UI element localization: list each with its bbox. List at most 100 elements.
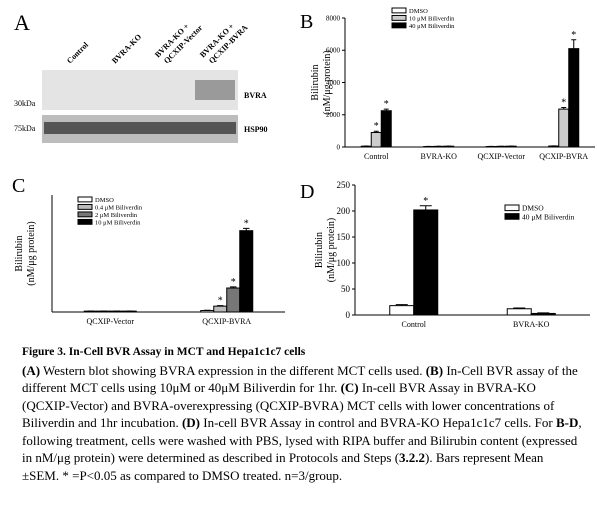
significance: *: [374, 121, 379, 132]
legend-swatch: [504, 204, 520, 212]
caption-run: , following treatment, cells were washed…: [22, 415, 582, 465]
significance: *: [561, 97, 566, 108]
legend-label: DMSO: [409, 8, 428, 15]
marker-label: 75kDa: [14, 124, 36, 133]
significance: *: [218, 296, 223, 307]
legend-label: DMSO: [522, 204, 544, 213]
caption-run: (D): [181, 415, 200, 430]
y-axis-label: Bilirubin: [310, 64, 321, 100]
legend-swatch: [77, 203, 93, 210]
legend-swatch: [391, 14, 407, 21]
bar: [506, 308, 532, 316]
significance: *: [231, 277, 236, 288]
caption-run: In-cell BVR Assay in BVRA-KO (QCXIP-Vect…: [22, 380, 555, 430]
x-tick-label: QCXIP-BVRA: [202, 317, 251, 326]
x-tick-label: BVRA-KO: [513, 320, 550, 329]
error-bar: [230, 286, 237, 289]
panel-label: B: [300, 11, 313, 33]
error-bar: [537, 312, 550, 314]
x-tick-label: QCXIP-BVRA: [539, 152, 588, 161]
figure: A Control BVRA-KO BVRA-KO + QCXIP-Vector…: [12, 7, 595, 329]
caption-run: (A): [22, 362, 41, 378]
band: [195, 80, 235, 100]
legend-label: 40 μM Biliverdin: [522, 212, 575, 221]
legend-swatch: [77, 211, 93, 218]
y-tick-label: 100: [337, 258, 351, 268]
bar: [380, 110, 392, 148]
significance: *: [423, 196, 428, 207]
y-axis-label: Bilirubin: [14, 235, 25, 271]
panel-label: A: [14, 10, 30, 35]
y-tick-label: 50: [341, 284, 351, 294]
error-bar: [243, 227, 250, 231]
y-tick-label: 150: [337, 232, 351, 242]
bar: [239, 230, 254, 313]
error-bar: [419, 205, 432, 210]
bar: [389, 305, 415, 316]
error-bar: [217, 305, 224, 307]
band-label: BVRA: [244, 91, 267, 100]
caption-run: Western blot showing BVRA expression in …: [40, 362, 426, 378]
legend-label: 2 μM Biliverdin: [95, 212, 138, 219]
x-tick-label: Control: [402, 320, 427, 329]
bar: [530, 312, 556, 316]
y-tick-label: 4000: [326, 79, 341, 87]
caption-run: (C): [340, 380, 359, 395]
legend-swatch: [77, 196, 93, 203]
legend-label: 10 μM Biliverdin: [95, 219, 141, 226]
significance: *: [571, 30, 576, 41]
caption-title: Figure 3. In-Cell BVR Assay in MCT and H…: [22, 346, 306, 358]
caption-run: B-D: [556, 415, 579, 430]
y-tick-label: 2000: [326, 111, 341, 119]
band-label: HSP90: [244, 125, 268, 134]
caption-run: In-Cell BVR assay of the different MCT c…: [22, 362, 578, 396]
lane-label: BVRA-KO: [110, 32, 143, 65]
y-tick-label: 0: [346, 310, 351, 320]
y-tick-label: 0: [337, 143, 341, 151]
band: [44, 122, 236, 134]
bar: [226, 287, 241, 313]
caption-run: (B): [425, 362, 444, 378]
bar: [568, 48, 580, 148]
error-bar: [561, 106, 567, 110]
legend-swatch: [504, 213, 520, 220]
y-axis-label: (nM/μg protein): [326, 218, 337, 283]
x-tick-label: QCXIP-Vector: [477, 152, 525, 161]
legend-swatch: [391, 22, 407, 29]
legend-label: 40 μM Biliverdin: [409, 23, 455, 30]
x-tick-label: Control: [364, 152, 389, 161]
bar: [200, 310, 215, 313]
caption: Figure 3. In-Cell BVR Assay in MCT and H…: [22, 344, 582, 484]
y-tick-label: 8000: [326, 14, 341, 22]
y-axis-label: (nM/μg protein): [26, 221, 37, 286]
panel-label: C: [12, 175, 25, 197]
y-tick-label: 6000: [326, 47, 341, 55]
x-tick-label: BVRA-KO: [421, 152, 458, 161]
panel-label: D: [300, 181, 314, 203]
error-bar: [571, 39, 577, 49]
error-bar: [513, 307, 526, 309]
y-axis-label: Bilirubin: [314, 232, 325, 268]
legend-swatch: [77, 218, 93, 225]
significance: *: [384, 99, 389, 110]
bar: [370, 131, 382, 148]
legend-label: 10 μM Biliverdin: [409, 15, 455, 22]
legend-label: DMSO: [95, 197, 114, 204]
caption-body: (A) Western blot showing BVRA expression…: [22, 362, 582, 485]
y-tick-label: 200: [337, 206, 351, 216]
y-axis-label: (nM/μg protein): [322, 50, 333, 115]
lane-label: Control: [65, 40, 91, 66]
error-bar: [373, 130, 379, 133]
caption-run: 3.2.2: [399, 450, 426, 465]
marker-label: 30kDa: [14, 99, 36, 108]
y-tick-label: 250: [337, 180, 351, 190]
significance: *: [244, 218, 249, 229]
error-bar: [383, 108, 389, 111]
error-bar: [395, 304, 408, 306]
legend-label: 0.4 μM Biliverdin: [95, 204, 143, 211]
caption-run: ). Bars represent Mean ±SEM. * =P<0.05 a…: [22, 450, 544, 483]
bar: [413, 209, 439, 316]
x-tick-label: QCXIP-Vector: [86, 317, 134, 326]
caption-run: In-cell BVR Assay in control and BVRA-KO…: [200, 415, 556, 430]
